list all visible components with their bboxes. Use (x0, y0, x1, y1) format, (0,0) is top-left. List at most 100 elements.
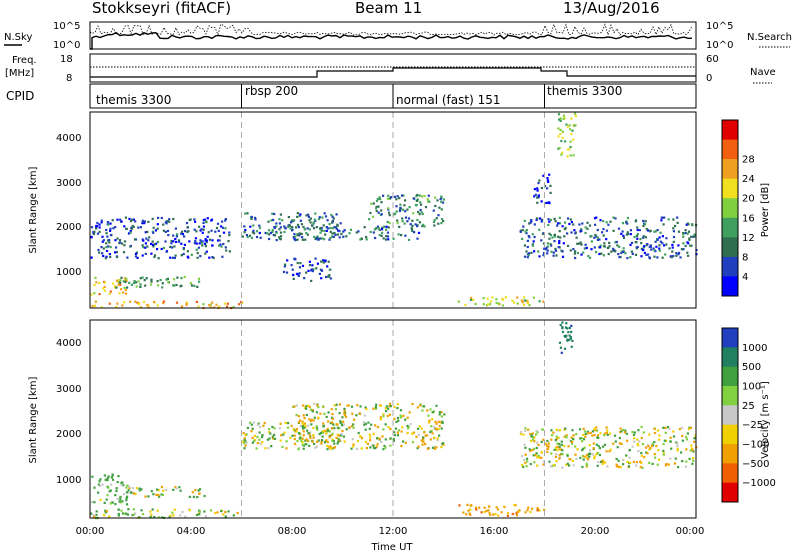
power-cell (365, 236, 368, 239)
velocity-cell (120, 509, 123, 512)
power-cell (516, 296, 519, 299)
power-cell (308, 228, 311, 231)
power-cell (173, 278, 176, 281)
power-cell (569, 218, 572, 221)
velocity-cell (565, 435, 568, 438)
velocity-cell (315, 425, 318, 428)
power-cell (151, 240, 154, 243)
power-cell (677, 230, 681, 233)
power-cell (411, 229, 414, 233)
x-ticks: 00:00 04:00 08:00 12:00 16:00 20:00 00:0… (76, 526, 705, 537)
power-cell (310, 224, 314, 227)
power-cell (278, 236, 281, 239)
velocity-cell (396, 403, 399, 406)
power-cell (181, 233, 184, 236)
power-cell (333, 226, 336, 229)
velocity-cell (648, 433, 651, 436)
power-cell (665, 243, 668, 246)
power-cell (658, 236, 661, 239)
power-cell (210, 229, 213, 232)
velocity-cell (352, 423, 355, 426)
power-cell (287, 225, 290, 229)
power-cell (568, 148, 571, 151)
power-cell (290, 219, 293, 222)
power-cell (418, 221, 421, 224)
velocity-cell (389, 427, 392, 431)
velocity-cell (662, 453, 665, 456)
power-cell (146, 230, 149, 233)
power-cell (185, 222, 189, 225)
velocity-cell (620, 442, 623, 445)
power-cell (672, 240, 675, 243)
power-cell (248, 234, 252, 237)
velocity-cell (432, 446, 435, 449)
velocity-cell (536, 507, 539, 510)
power-cell (275, 222, 278, 225)
velocity-cell (421, 409, 424, 412)
velocity-cell (615, 463, 618, 466)
power-cell (268, 237, 271, 241)
power-cell (250, 215, 253, 219)
velocity-cell (692, 459, 695, 462)
power-cell (410, 226, 413, 229)
power-cell (115, 286, 118, 289)
power-cell (547, 201, 551, 204)
velocity-cell (303, 422, 307, 425)
velocity-cell (375, 445, 378, 448)
power-cell (225, 249, 228, 252)
power-cell (434, 204, 437, 208)
velocity-cell (396, 407, 399, 410)
power-cell (194, 240, 197, 243)
velocity-cell (523, 443, 526, 446)
velocity-cell (435, 422, 438, 425)
power-cell (342, 230, 345, 233)
power-cell (525, 229, 528, 232)
velocity-cell (301, 420, 304, 423)
xtick-1200: 12:00 (379, 526, 408, 537)
velocity-cell (402, 414, 405, 417)
velocity-cell (251, 427, 254, 430)
power-cell (363, 226, 366, 229)
velocity-cell (251, 441, 254, 444)
velocity-cell (544, 442, 547, 445)
power-cell (153, 254, 157, 257)
power-cell (324, 233, 327, 236)
velocity-cell (643, 456, 646, 459)
power-cell (482, 297, 485, 300)
velocity-cell (381, 435, 384, 438)
velocity-cell (585, 462, 588, 465)
power-cell (380, 209, 383, 212)
velocity-cell (546, 447, 549, 450)
velocity-cell (542, 438, 545, 441)
power-cell (570, 132, 573, 136)
power-cell (682, 235, 685, 238)
power-cell (317, 218, 321, 221)
power-colorbar-tick: 24 (742, 174, 755, 185)
velocity-cell (597, 445, 600, 448)
power-cell (117, 283, 120, 287)
power-cell (100, 306, 103, 309)
power-cell (682, 248, 685, 251)
power-cell (544, 201, 547, 205)
power-cell (130, 227, 133, 230)
velocity-cell (104, 478, 107, 481)
velocity-cell (366, 442, 369, 445)
power-cell (557, 235, 560, 238)
power-cell (528, 252, 531, 255)
power-cell (573, 229, 576, 232)
power-cell (636, 232, 639, 236)
power-cell (678, 251, 681, 254)
xtick-2000: 20:00 (581, 526, 610, 537)
velocity-cell (520, 431, 523, 434)
velocity-cell (676, 442, 679, 445)
power-cell (186, 250, 189, 253)
power-cell (423, 195, 426, 198)
power-cell (170, 239, 173, 243)
velocity-cell (536, 431, 539, 434)
velocity-cell (566, 327, 569, 330)
power-cell (602, 220, 605, 223)
power-cell (291, 225, 294, 229)
power-cell (228, 250, 231, 253)
power-cell (417, 231, 421, 234)
velocity-cell (194, 489, 197, 492)
